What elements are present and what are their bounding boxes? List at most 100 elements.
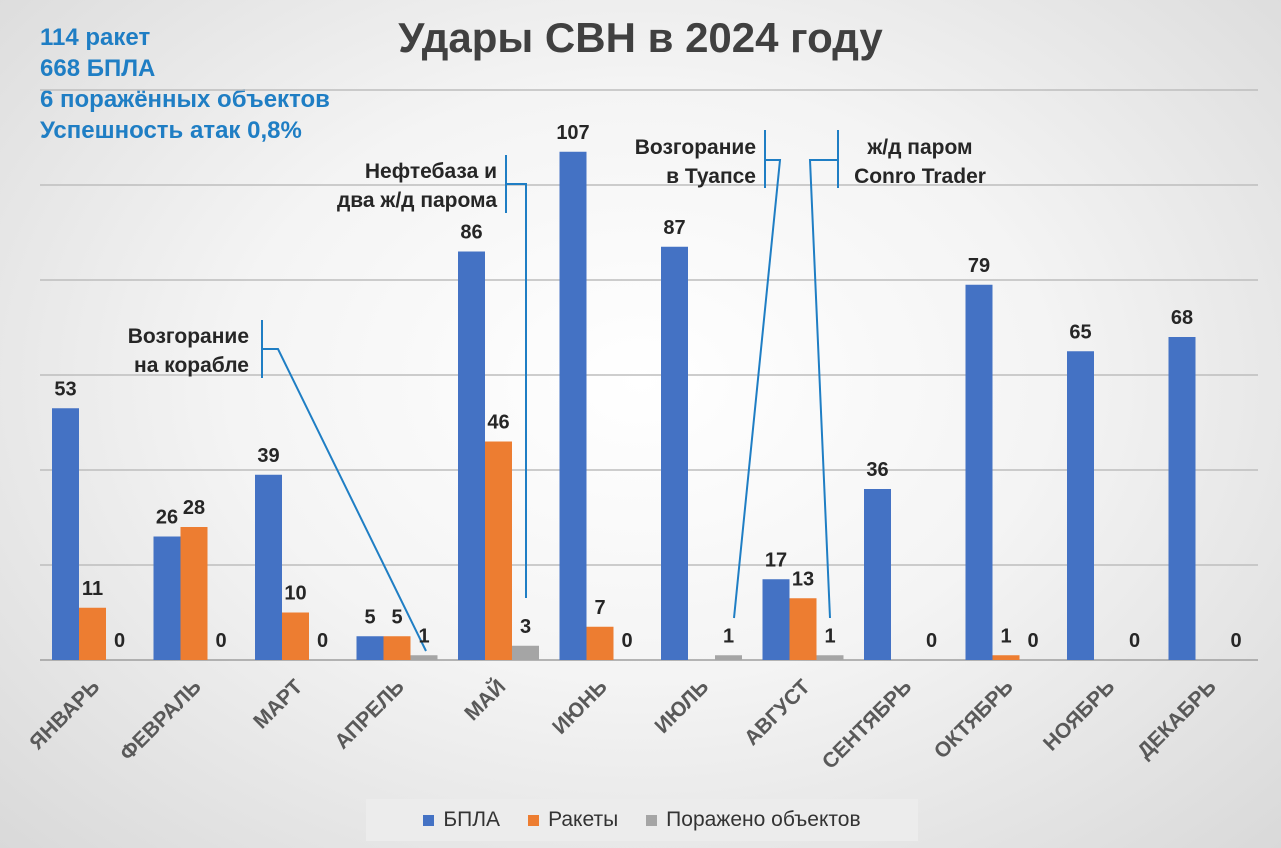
bar-1-0 (79, 607, 106, 660)
data-label-0-7: 17 (765, 549, 787, 571)
data-label-2-7: 1 (824, 625, 835, 647)
data-label-2-5: 0 (621, 630, 632, 652)
x-tick-label-6: ИЮЛЬ (651, 675, 714, 738)
legend-item-drones: БПЛА (423, 808, 500, 832)
data-label-1-2: 10 (284, 583, 306, 605)
legend-label-targets: Поражено объектов (666, 808, 861, 831)
bar-2-3 (410, 655, 438, 660)
bar-0-0 (52, 408, 79, 660)
x-tick-label-9: ОКТЯБРЬ (930, 675, 1018, 763)
bar-1-2 (282, 612, 309, 660)
legend-swatch-targets (646, 814, 658, 826)
data-label-0-2: 39 (257, 445, 279, 467)
callout-leader-3 (808, 159, 838, 619)
data-label-1-4: 46 (487, 412, 509, 434)
bar-1-9 (992, 655, 1020, 660)
data-label-2-0: 0 (114, 630, 125, 652)
bar-1-3 (383, 636, 411, 660)
callout-text-0-line2: на корабле (134, 354, 249, 377)
bar-0-1 (153, 536, 181, 660)
x-tick-label-1: ФЕВРАЛЬ (116, 675, 206, 765)
bar-0-4 (458, 251, 485, 660)
bar-0-10 (1067, 351, 1094, 660)
bar-1-4 (485, 441, 512, 660)
data-label-1-5: 7 (594, 597, 605, 619)
summary-success-rate: Успешность атак 0,8% (40, 117, 302, 144)
x-tick-labels: ЯНВАРЬ ФЕВРАЛЬ МАРТ АПРЕЛЬ МАЙ ИЮНЬ ИЮЛЬ АВГУСТ… (25, 675, 1220, 774)
gridlines (40, 89, 1258, 661)
callout-text-3-line1: ж/д паром (866, 136, 972, 159)
data-label-1-7: 13 (792, 568, 814, 590)
bar-0-8 (864, 489, 891, 660)
data-label-1-3: 5 (391, 606, 402, 628)
bar-0-6 (661, 246, 688, 660)
x-tick-label-0: ЯНВАРЬ (25, 675, 104, 754)
bar-1-1 (180, 527, 208, 660)
bar-0-5 (559, 151, 587, 660)
data-label-2-11: 0 (1230, 630, 1241, 652)
callout-leader-2 (733, 159, 782, 619)
x-tick-label-4: МАЙ (460, 675, 511, 726)
data-label-0-4: 86 (460, 222, 482, 244)
data-label-0-0: 53 (54, 378, 76, 400)
bar-1-7 (789, 598, 817, 660)
callout-text-3-line2: Conro Trader (854, 165, 986, 188)
x-tick-label-7: АВГУСТ (740, 675, 815, 750)
bar-2-7 (816, 655, 844, 660)
legend-label-drones: БПЛА (443, 808, 501, 831)
bar-2-4 (512, 645, 539, 660)
data-label-2-2: 0 (317, 630, 328, 652)
summary-missiles: 114 ракет (40, 24, 151, 51)
data-label-0-8: 36 (866, 459, 888, 481)
data-label-0-9: 79 (968, 255, 990, 277)
x-tick-label-11: ДЕКАБРЬ (1133, 675, 1221, 763)
bar-1-5 (586, 626, 614, 660)
legend-item-missiles: Ракеты (528, 808, 618, 832)
data-label-2-9: 0 (1027, 630, 1038, 652)
legend-label-missiles: Ракеты (548, 808, 619, 831)
data-label-2-10: 0 (1129, 630, 1140, 652)
callout-leader-1 (506, 183, 527, 598)
callout-text-1-line2: два ж/д парома (337, 189, 497, 212)
x-tick-label-10: НОЯБРЬ (1039, 675, 1119, 755)
callout-text-0-line1: Возгорание (128, 325, 249, 348)
summary-drones: 668 БПЛА (40, 55, 156, 82)
data-label-1-0: 11 (82, 578, 103, 600)
x-tick-label-5: ИЮНЬ (548, 675, 612, 739)
data-label-0-10: 65 (1069, 321, 1091, 343)
data-label-2-4: 3 (520, 616, 531, 638)
data-label-2-8: 0 (926, 630, 937, 652)
bar-0-2 (255, 474, 282, 660)
bar-0-11 (1168, 337, 1196, 660)
data-label-2-6: 1 (723, 625, 734, 647)
legend-swatch-missiles (528, 814, 540, 826)
callout-text-2-line2: в Туапсе (666, 165, 756, 188)
callout-text-2-line1: Возгорание (635, 136, 756, 159)
data-label-0-3: 5 (364, 606, 375, 628)
data-label-0-6: 87 (663, 217, 685, 239)
bars (52, 151, 1196, 660)
chart-title: Удары СВН в 2024 году (398, 14, 883, 61)
bar-0-3 (356, 636, 384, 660)
legend-item-targets: Поражено объектов (646, 808, 861, 832)
data-label-2-1: 0 (215, 630, 226, 652)
data-label-1-1: 28 (183, 497, 205, 519)
data-label-0-1: 26 (156, 507, 178, 529)
callout-leader-0 (262, 348, 427, 652)
callouts: Возгорание на корабле Нефтебаза и два ж/д п… (128, 130, 986, 652)
data-label-1-9: 1 (1000, 625, 1011, 647)
bar-2-6 (715, 655, 742, 660)
x-tick-label-8: СЕНТЯБРЬ (818, 675, 916, 773)
bar-0-7 (762, 579, 790, 660)
x-tick-label-3: АПРЕЛЬ (330, 675, 408, 753)
data-label-0-5: 107 (556, 122, 589, 144)
data-label-2-3: 1 (418, 625, 429, 647)
callout-text-1-line1: Нефтебаза и (365, 160, 497, 183)
x-tick-label-2: МАРТ (249, 675, 307, 733)
legend: БПЛА Ракеты Поражено объектов (366, 799, 918, 841)
bar-0-9 (965, 284, 993, 660)
legend-swatch-drones (423, 814, 435, 826)
data-label-0-11: 68 (1171, 307, 1193, 329)
